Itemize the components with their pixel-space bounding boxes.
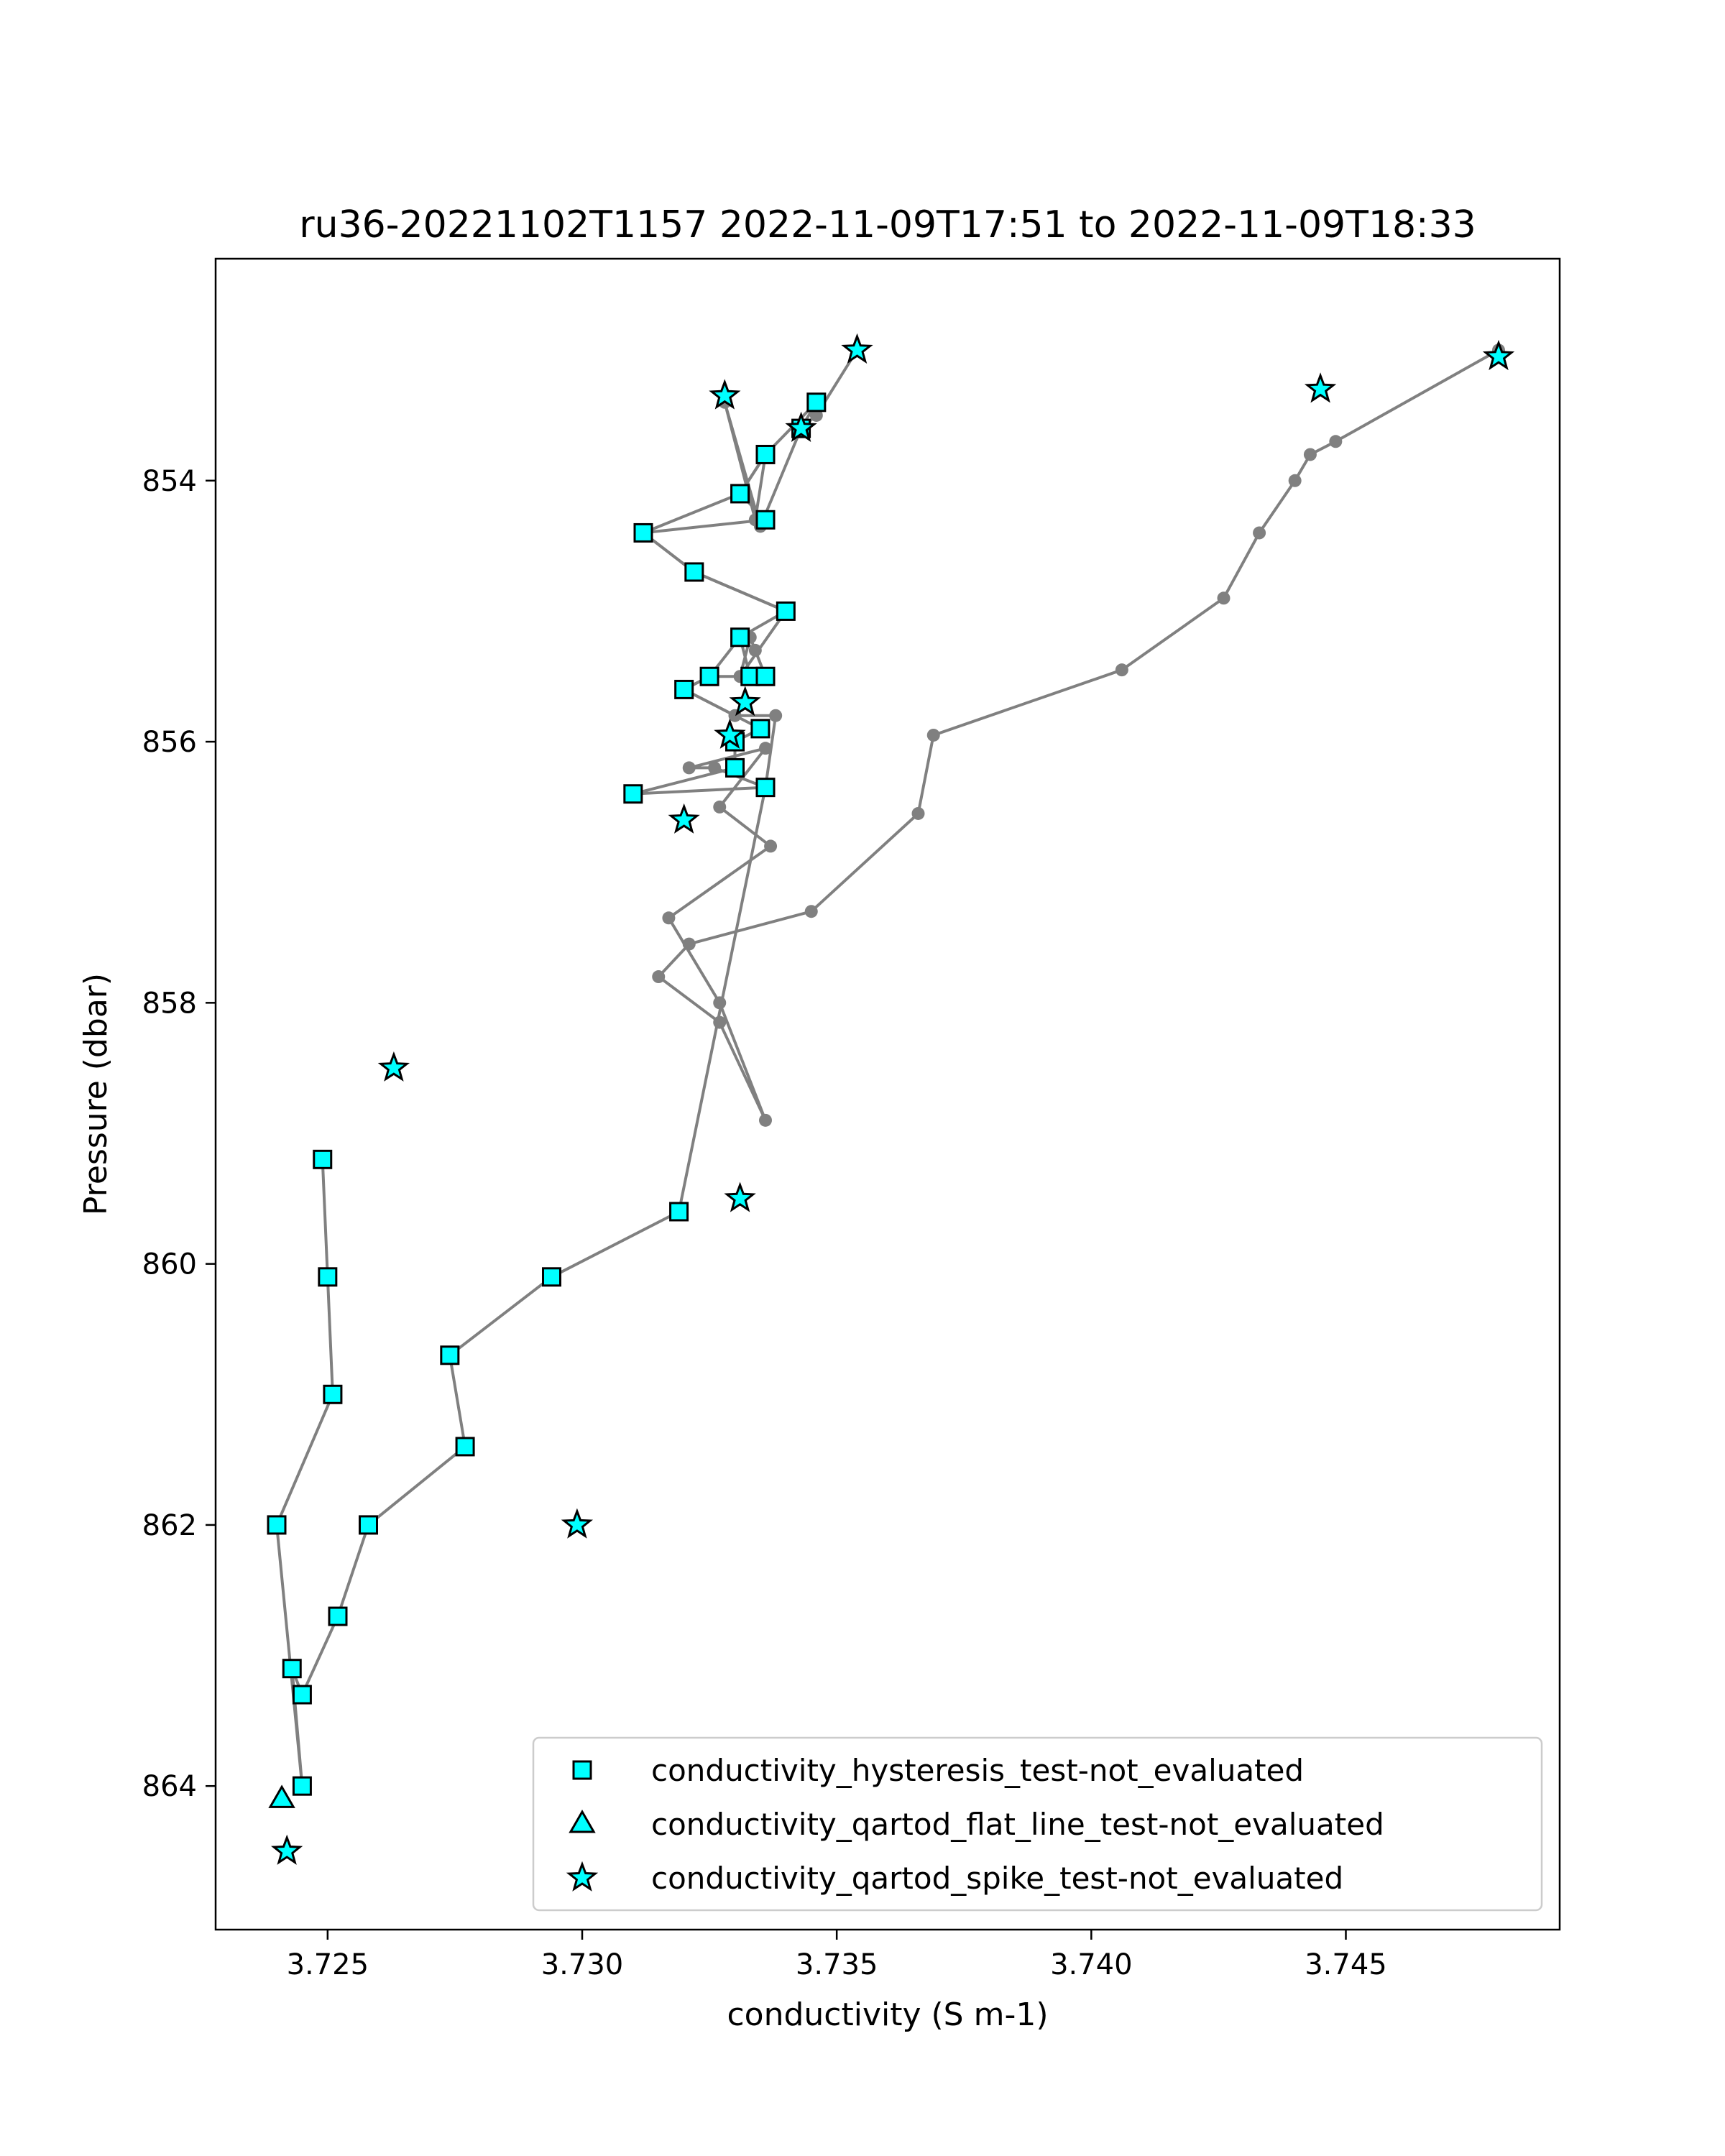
data-point-square bbox=[542, 1267, 561, 1287]
y-tick-label: 860 bbox=[142, 1248, 197, 1281]
data-point-square bbox=[684, 562, 704, 582]
data-point-square bbox=[440, 1345, 460, 1365]
profile-point bbox=[759, 1113, 772, 1127]
data-point-star bbox=[785, 411, 817, 442]
data-point-square bbox=[755, 666, 776, 686]
data-point-square bbox=[267, 1515, 287, 1535]
data-point-square bbox=[730, 484, 750, 504]
profile-point bbox=[682, 761, 696, 775]
profile-point bbox=[713, 800, 727, 814]
profile-point bbox=[804, 905, 818, 918]
data-point-star bbox=[709, 379, 741, 410]
profile-point bbox=[1217, 591, 1230, 605]
data-point-star bbox=[271, 1834, 303, 1865]
data-point-star bbox=[561, 1508, 594, 1539]
data-point-star bbox=[1304, 372, 1337, 403]
data-point-star bbox=[377, 1051, 410, 1082]
data-point-square bbox=[292, 1685, 312, 1705]
profile-point bbox=[926, 728, 940, 742]
profile-point bbox=[1329, 435, 1343, 448]
data-point-star bbox=[841, 333, 873, 364]
y-tick-label: 854 bbox=[142, 465, 197, 498]
profile-point bbox=[1115, 663, 1128, 677]
plot-area bbox=[214, 257, 1561, 1931]
profile-point bbox=[759, 742, 772, 755]
data-point-star bbox=[729, 686, 761, 717]
profile-point bbox=[764, 839, 778, 853]
chart-title: ru36-20221102T1157 2022-11-09T17:51 to 2… bbox=[299, 203, 1476, 247]
series-star bbox=[271, 333, 1515, 1865]
plot-frame bbox=[214, 257, 1561, 1931]
y-tick-label: 858 bbox=[142, 987, 197, 1020]
y-tick-label: 856 bbox=[142, 726, 197, 759]
data-point-square bbox=[776, 601, 796, 621]
profile-point bbox=[1303, 448, 1317, 461]
data-point-triangle bbox=[268, 1784, 295, 1808]
data-point-square bbox=[755, 778, 776, 798]
data-point-square bbox=[359, 1515, 378, 1535]
data-point-square bbox=[806, 392, 827, 413]
data-point-square bbox=[623, 784, 643, 804]
profile-point bbox=[809, 408, 823, 422]
profile-point bbox=[1253, 526, 1266, 540]
data-point-square bbox=[292, 1776, 312, 1796]
data-point-square bbox=[755, 444, 776, 464]
y-tick-label: 864 bbox=[142, 1770, 197, 1803]
data-point-square bbox=[755, 510, 776, 530]
profile-point bbox=[911, 806, 925, 820]
x-axis-label: conductivity (S m-1) bbox=[727, 1996, 1048, 2033]
profile-point bbox=[769, 709, 783, 722]
y-tick-label: 862 bbox=[142, 1509, 197, 1542]
data-point-square bbox=[750, 719, 770, 739]
x-axis: 3.725 3.730 3.735 3.740 3.745 bbox=[287, 1930, 1387, 1981]
data-point-star bbox=[724, 1181, 756, 1212]
data-point-square bbox=[323, 1384, 343, 1404]
data-point-square bbox=[455, 1437, 475, 1457]
data-point-square bbox=[313, 1149, 333, 1169]
profile-point bbox=[1288, 474, 1302, 487]
data-point-square bbox=[699, 666, 719, 686]
x-tick-label: 3.725 bbox=[287, 1948, 369, 1981]
data-point-square bbox=[669, 1202, 689, 1222]
x-tick-label: 3.745 bbox=[1305, 1948, 1387, 1981]
data-point-square bbox=[633, 522, 653, 543]
y-axis: 854 856 858 860 862 864 bbox=[142, 465, 216, 1803]
legend-item: conductivity_hysteresis_test-not_evaluat… bbox=[572, 1753, 1304, 1788]
data-point-star bbox=[714, 718, 746, 749]
legend-label: conductivity_qartod_flat_line_test-not_e… bbox=[651, 1807, 1384, 1842]
profile-point bbox=[748, 643, 762, 657]
legend-label: conductivity_hysteresis_test-not_evaluat… bbox=[651, 1753, 1304, 1788]
x-tick-label: 3.730 bbox=[541, 1948, 624, 1981]
data-point-star bbox=[1482, 339, 1515, 371]
series-square bbox=[267, 392, 827, 1796]
data-point-square bbox=[674, 679, 694, 699]
profile-point bbox=[682, 937, 696, 951]
data-point-square bbox=[282, 1659, 302, 1679]
legend-item: conductivity_qartod_flat_line_test-not_e… bbox=[569, 1807, 1384, 1842]
profile-point bbox=[652, 970, 666, 984]
legend: conductivity_hysteresis_test-not_evaluat… bbox=[532, 1736, 1543, 1912]
legend-marker-star bbox=[566, 1861, 599, 1892]
x-tick-label: 3.740 bbox=[1050, 1948, 1133, 1981]
plot-background bbox=[216, 259, 1560, 1930]
legend-label: conductivity_qartod_spike_test-not_evalu… bbox=[651, 1861, 1343, 1896]
legend-marker-square bbox=[572, 1760, 592, 1780]
y-axis-label: Pressure (dbar) bbox=[78, 973, 114, 1215]
data-point-star bbox=[668, 803, 700, 834]
legend-item: conductivity_qartod_spike_test-not_evalu… bbox=[566, 1861, 1343, 1896]
data-point-square bbox=[328, 1606, 348, 1626]
data-point-square bbox=[318, 1267, 338, 1287]
data-point-square bbox=[725, 757, 745, 778]
legend-marker-triangle bbox=[569, 1809, 596, 1833]
x-tick-label: 3.735 bbox=[796, 1948, 878, 1981]
profile-point bbox=[662, 911, 676, 925]
data-point-square bbox=[730, 627, 750, 648]
legend-box bbox=[532, 1736, 1543, 1912]
series-triangle bbox=[268, 1784, 295, 1808]
